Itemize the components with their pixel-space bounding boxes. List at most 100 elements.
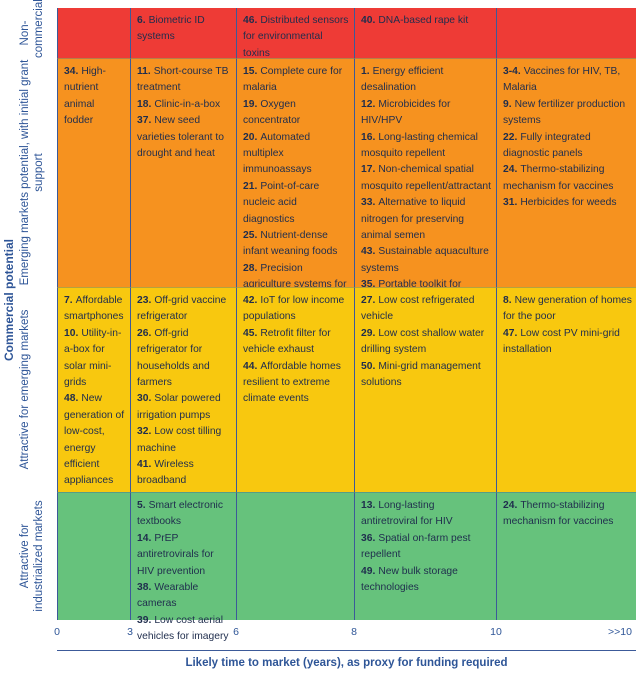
item-text: Distributed sensors for environmental to… (243, 15, 349, 59)
item-text: New fertilizer production systems (503, 98, 626, 127)
item-text: Energy efficient desalination (361, 66, 444, 94)
item-text: New generation of low-cost, energy effic… (64, 393, 125, 487)
item-number: 27. (361, 295, 376, 306)
item-number: 26. (137, 327, 152, 339)
item-text: Retrofit filter for vehicle exhaust (243, 327, 331, 356)
item-number: 36. (361, 532, 376, 544)
x-tick-label: 10 (490, 626, 502, 638)
item-text: Non-chemical spatial mosquito repellent/… (361, 164, 491, 192)
cell: 8. New generation of homes for the poor 47… (496, 287, 636, 492)
item-text: Spatial on-farm pest repellent (361, 532, 471, 561)
item-number: 3-4. (503, 66, 521, 77)
item-text: Utility-in-a-box for solar mini-grids (64, 327, 122, 389)
cell-item: 45. Retrofit filter for vehicle exhaust (243, 326, 350, 359)
x-tick-label: >>10 (608, 626, 632, 638)
cell-item: 3-4. Vaccines for HIV, TB, Malaria (503, 64, 632, 97)
item-text: Low cost PV mini-grid installation (503, 327, 620, 356)
cell-item: 22. Fully integrated diagnostic panels (503, 130, 632, 163)
item-text: Automated multiplex immunoassays (243, 131, 312, 176)
x-axis-rule (57, 650, 636, 651)
cell: 40. DNA-based rape kit (354, 8, 496, 58)
cell-item: 39. Low cost aerial vehicles for imagery (137, 613, 232, 646)
item-number: 32. (137, 426, 152, 438)
item-number: 41. (137, 459, 152, 471)
item-number: 12. (361, 98, 376, 110)
cell-item: 49. New bulk storage technologies (361, 564, 492, 597)
cell-item: 18. Clinic-in-a-box (137, 97, 232, 113)
cell: 15. Complete cure for malaria 19. Oxygen co… (236, 58, 354, 307)
x-tick-label: 6 (233, 626, 239, 638)
item-number: 7. (64, 295, 73, 306)
cell-item: 27. Low cost refrigerated vehicle (361, 293, 492, 326)
item-text: Fully integrated diagnostic panels (503, 131, 591, 160)
cell-item: 13. Long-lasting antiretroviral for HIV (361, 498, 492, 531)
cell-item: 8. New generation of homes for the poor (503, 293, 632, 326)
item-number: 48. (64, 393, 79, 405)
cell-item: 40. DNA-based rape kit (361, 13, 492, 29)
item-number: 16. (361, 131, 376, 143)
item-text: Smart electronic textbooks (137, 500, 223, 528)
cell-item: 25. Nutrient-dense infant weaning foods (243, 228, 350, 261)
cell: 5. Smart electronic textbooks 14. PrEP anti… (130, 492, 236, 642)
item-number: 22. (503, 131, 518, 143)
item-number: 31. (503, 197, 518, 209)
item-text: Short-course TB treatment (137, 66, 229, 94)
item-number: 47. (503, 327, 518, 339)
cell: 6. Biometric ID systems (130, 8, 236, 58)
item-number: 25. (243, 230, 258, 242)
item-text: Point-of-care nucleic acid diagnostics (243, 180, 320, 225)
cell-item: 11. Short-course TB treatment (137, 64, 232, 97)
item-text: Sustainable aquaculture systems (361, 246, 489, 274)
item-number: 6. (137, 15, 146, 26)
item-text: Low cost tilling machine (137, 426, 222, 454)
item-number: 18. (137, 98, 152, 110)
cell-item: 29. Low cost shallow water drilling syste… (361, 326, 492, 359)
cell: 11. Short-course TB treatment 18. Clinic-in… (130, 58, 236, 287)
cell: 24. Thermo-stabilizing mechanism for vacc… (496, 492, 636, 620)
row-label: Non-commercial (19, 0, 45, 58)
cell: 34. High-nutrient animal fodder (57, 58, 130, 287)
item-number: 49. (361, 565, 376, 577)
item-text: Solar powered irrigation pumps (137, 393, 221, 421)
cell (57, 492, 130, 620)
item-text: Wearable cameras (137, 582, 199, 610)
item-text: Long-lasting chemical mosquito repellent (361, 131, 478, 160)
item-number: 33. (361, 197, 376, 209)
x-axis-title: Likely time to market (years), as proxy … (185, 657, 508, 669)
cell: 23. Off-grid vaccine refrigerator 26. Off-g… (130, 287, 236, 536)
item-number: 17. (361, 164, 376, 176)
cell-item: 17. Non-chemical spatial mosquito repelle… (361, 162, 492, 195)
cell-item: 26. Off-grid refrigerator for households … (137, 326, 232, 392)
item-number: 35. (361, 279, 376, 291)
item-text: Thermo-stabilizing mechanism for vaccine… (503, 500, 614, 528)
cell-item: 10. Utility-in-a-box for solar mini-grids (64, 326, 126, 392)
x-tick-label: 8 (351, 626, 357, 638)
item-text: Long-lasting antiretroviral for HIV (361, 500, 453, 528)
item-text: Complete cure for malaria (243, 66, 343, 94)
cell (496, 8, 636, 58)
cell-item: 32. Low cost tilling machine (137, 424, 232, 457)
item-number: 30. (137, 393, 152, 405)
cell-item: 37. New seed varieties tolerant to drough… (137, 113, 232, 162)
item-number: 5. (137, 500, 146, 511)
item-number: 14. (137, 532, 152, 544)
item-number: 50. (361, 360, 376, 372)
item-number: 10. (64, 327, 79, 339)
cell (57, 8, 130, 58)
cell-item: 43. Sustainable aquaculture systems (361, 244, 492, 277)
item-text: Mini-grid management solutions (361, 360, 481, 389)
item-number: 45. (243, 327, 258, 339)
cell-item: 46. Distributed sensors for environmental… (243, 13, 350, 62)
item-number: 44. (243, 360, 258, 372)
item-text: Alternative to liquid nitrogen for prese… (361, 197, 466, 242)
cell-item: 9. New fertilizer production systems (503, 97, 632, 130)
item-number: 46. (243, 15, 258, 26)
cell: 42. IoT for low income populations 45. Retr… (236, 287, 354, 492)
item-number: 40. (361, 15, 376, 26)
cell-item: 7. Affordable smartphones (64, 293, 126, 326)
cell: 46. Distributed sensors for environmental… (236, 8, 354, 59)
item-text: New bulk storage technologies (361, 565, 458, 594)
x-tick-label: 3 (127, 626, 133, 638)
cell-item: 16. Long-lasting chemical mosquito repell… (361, 130, 492, 163)
item-number: 19. (243, 98, 258, 110)
